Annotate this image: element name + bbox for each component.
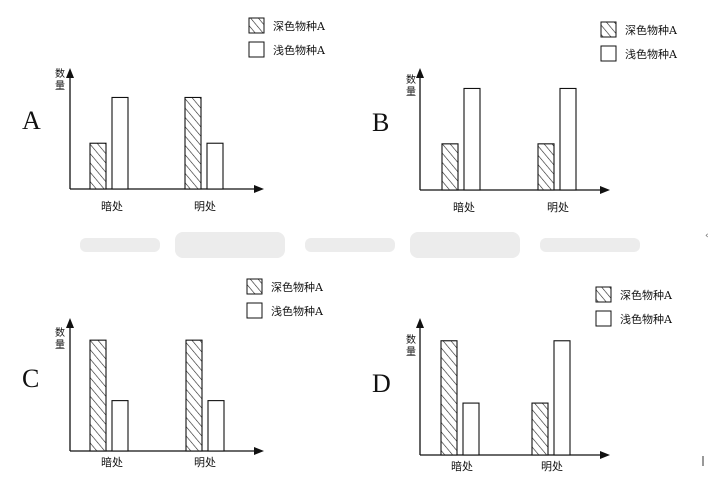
category-label: 明处 [194,456,216,469]
legend-label-dark: 深色物种A [620,288,673,302]
bar-dark-bright-place [537,143,555,191]
legend-swatch-dark [246,278,263,295]
bar-dark-dark-place [441,143,459,191]
legend-swatch-light [595,310,612,327]
bar-light-dark-place [462,402,480,456]
option-letter: C [22,364,39,393]
legend-label-light: 浅色物种A [620,312,673,326]
bar-dark-bright-place [185,339,203,452]
y-axis-label: 数 [55,67,65,80]
category-label: 明处 [541,460,563,473]
option-letter: D [372,369,391,398]
y-axis-label: 量 [55,339,65,351]
bar-light-bright-place [553,340,571,456]
y-axis-arrow [66,68,74,78]
bar-light-dark-place [111,400,129,452]
x-axis-arrow [254,447,264,455]
category-label: 暗处 [451,459,473,473]
y-axis-label: 量 [55,80,65,92]
legend-label-light: 浅色物种A [625,47,678,61]
y-axis-label: 数 [55,326,65,339]
bar-light-bright-place [207,400,225,452]
chart-legend: 深色物种A 浅色物种A [248,17,326,58]
category-label: 明处 [194,200,216,213]
y-axis-arrow [416,318,424,328]
category-label: 暗处 [101,199,123,213]
y-axis-label: 数 [406,73,416,86]
bar-light-bright-place [559,87,577,191]
bar-dark-dark-place [89,142,107,190]
edge-mark: ‹ [705,231,709,241]
bar-light-bright-place [206,142,224,190]
legend-swatch-light [248,41,265,58]
legend-label-dark: 深色物种A [273,19,326,33]
x-axis-arrow [600,186,610,194]
category-label: 暗处 [453,200,475,214]
y-axis-arrow [66,318,74,328]
x-axis-arrow [254,185,264,193]
bar-dark-bright-place [531,402,549,456]
legend-label-light: 浅色物种A [271,304,324,318]
y-axis-label: 量 [406,86,416,98]
chart-legend: 深色物种A 浅色物种A [595,286,673,327]
option-letter: B [372,108,389,137]
category-label: 暗处 [101,455,123,469]
y-axis-label: 数 [406,333,416,346]
bar-dark-dark-place [89,339,107,452]
chart-legend: 深色物种A 浅色物种A [246,278,324,319]
legend-swatch-light [246,302,263,319]
legend-swatch-dark [600,21,617,38]
y-axis-arrow [416,68,424,78]
bar-dark-dark-place [440,340,458,456]
legend-label-light: 浅色物种A [273,43,326,57]
legend-swatch-dark [595,286,612,303]
legend-label-dark: 深色物种A [625,23,678,37]
option-letter: A [22,106,41,135]
legend-swatch-light [600,45,617,62]
bar-light-dark-place [463,87,481,191]
category-label: 明处 [547,201,569,214]
y-axis-label: 量 [406,346,416,358]
legend-swatch-dark [248,17,265,34]
x-axis-arrow [600,451,610,459]
legend-label-dark: 深色物种A [271,280,324,294]
chart-legend: 深色物种A 浅色物种A [600,21,678,62]
bar-light-dark-place [111,96,129,190]
bar-dark-bright-place [184,96,202,190]
